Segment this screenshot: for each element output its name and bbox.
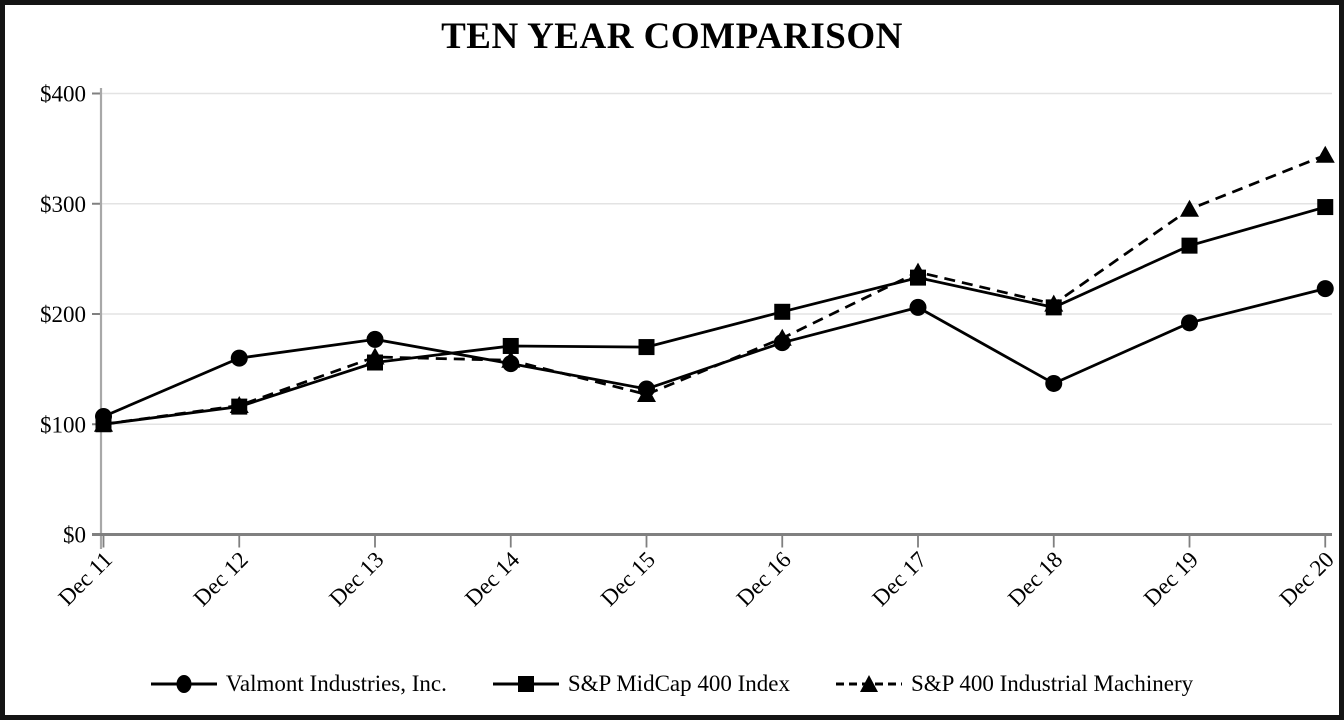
square-marker (367, 354, 383, 371)
series-line (103, 153, 1326, 426)
x-tick-label: Dec 17 (867, 547, 931, 611)
y-tick-label: $100 (40, 412, 86, 437)
legend-label: S&P 400 Industrial Machinery (911, 671, 1194, 696)
circle-marker (1045, 374, 1063, 392)
circle-marker (1181, 314, 1198, 332)
circle-marker (638, 380, 655, 398)
triangle-marker (1180, 199, 1199, 217)
y-axis-labels: $0 $100 $200 $300 $400 (40, 82, 86, 548)
legend-item: Valmont Industries, Inc. (150, 671, 447, 697)
square-marker (1317, 199, 1334, 216)
square-marker (774, 303, 791, 320)
circle-marker (95, 408, 112, 426)
circle-marker (909, 298, 927, 316)
square-marker (231, 398, 248, 415)
square-marker (1045, 299, 1062, 316)
triangle-marker (1315, 145, 1335, 163)
x-tick-label: Dec 20 (1275, 547, 1339, 611)
square-marker (502, 337, 519, 354)
y-tick-label: $0 (63, 523, 86, 548)
square-marker (638, 339, 655, 356)
legend-item: S&P MidCap 400 Index (492, 671, 790, 697)
series-triangle (94, 145, 1335, 432)
square-legend-icon (492, 676, 559, 692)
x-axis-labels: Dec 11 Dec 12 Dec 13 Dec 14 Dec 15 Dec 16 Dec … (53, 536, 1339, 612)
circle-marker (502, 355, 520, 373)
x-tick-label: Dec 18 (1003, 547, 1067, 611)
series-line (103, 205, 1326, 426)
square-marker (910, 269, 926, 286)
x-tick-label: Dec 15 (596, 547, 660, 611)
series-circle (95, 280, 1334, 426)
gridlines (92, 92, 1332, 536)
y-tick-label: $400 (40, 82, 86, 107)
chart-legend: Valmont Industries, Inc. S&P MidCap 400 I… (5, 671, 1339, 697)
y-tick-label: $200 (40, 302, 86, 327)
x-tick-label: Dec 12 (189, 547, 253, 611)
circle-legend-icon (150, 675, 217, 693)
x-tick-label: Dec 19 (1139, 547, 1203, 611)
series-square (95, 199, 1334, 433)
circle-marker (1316, 280, 1334, 298)
series-line (102, 287, 1326, 418)
y-tick-label: $300 (40, 192, 86, 217)
x-tick-label: Dec 14 (460, 547, 525, 612)
legend-item: S&P 400 Industrial Machinery (836, 671, 1193, 697)
square-marker (1181, 237, 1198, 254)
circle-marker (773, 334, 791, 352)
chart-title: TEN YEAR COMPARISON (441, 16, 903, 57)
legend-label: Valmont Industries, Inc. (225, 671, 447, 696)
circle-marker (230, 349, 248, 367)
circle-marker (366, 330, 384, 348)
legend-label: S&P MidCap 400 Index (567, 671, 790, 696)
x-tick-label: Dec 16 (732, 547, 796, 611)
triangle-legend-icon (836, 675, 902, 692)
x-tick-label: Dec 11 (53, 547, 117, 611)
x-tick-label: Dec 13 (324, 547, 388, 611)
